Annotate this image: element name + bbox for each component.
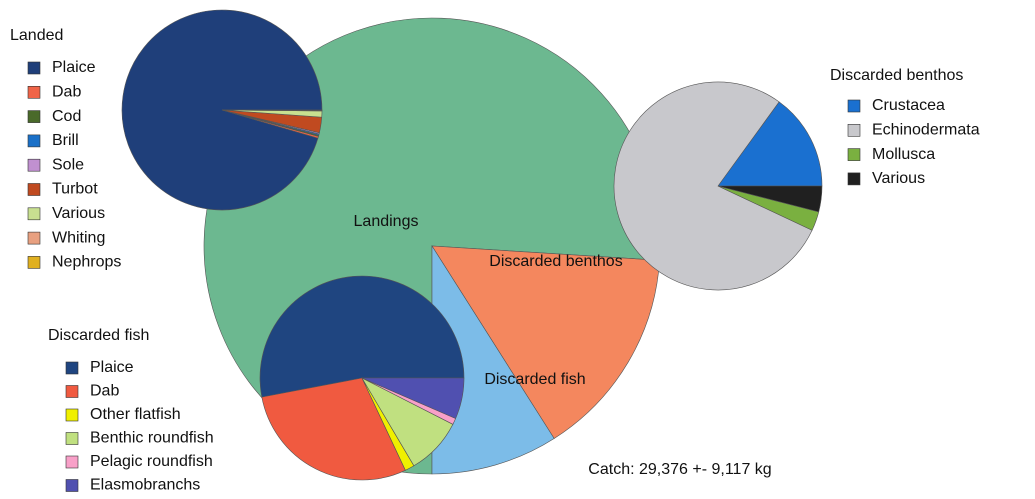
pie-slice — [717, 101, 823, 187]
legend-swatch — [65, 432, 79, 445]
legend-swatch — [65, 455, 79, 469]
slice-label: Discarded fish — [484, 371, 585, 388]
annotation: Catch: 29,376 +- 9,117 kg — [588, 461, 771, 478]
legend-swatch — [65, 479, 79, 492]
legend-label: Plaice — [52, 59, 96, 76]
legend-label: Echinodermata — [872, 122, 980, 139]
legend-label: Mollusca — [872, 146, 935, 163]
legend-label: Cod — [52, 108, 81, 125]
legend-label: Various — [52, 205, 105, 222]
slice-label: Landings — [354, 213, 419, 230]
legend-label: Plaice — [90, 359, 134, 376]
pie-slice — [361, 377, 465, 419]
legend-label: Elasmobranchs — [90, 477, 200, 494]
legend-swatch — [65, 385, 79, 398]
legend-swatch — [65, 408, 79, 422]
pie-slice — [259, 275, 465, 398]
pie-slice — [431, 244, 555, 475]
legend-label: Other flatfish — [90, 406, 181, 423]
legend-label: Brill — [52, 132, 79, 149]
legend-swatch — [27, 256, 41, 269]
legend-label: Benthic roundfish — [90, 430, 214, 447]
pie-slice — [261, 377, 406, 481]
legend-title: Discarded benthos — [830, 67, 963, 84]
legend-label: Whiting — [52, 229, 105, 246]
legend-swatch — [27, 158, 41, 172]
legend-label: Various — [872, 170, 925, 187]
slice-label: Discarded benthos — [489, 253, 622, 270]
legend-label: Crustacea — [872, 97, 945, 114]
legend-swatch — [847, 99, 861, 113]
pie-slice — [613, 81, 813, 291]
legend-swatch — [27, 231, 41, 245]
legend-label: Dab — [52, 84, 81, 101]
pie-slice — [431, 245, 660, 439]
legend-swatch — [847, 124, 861, 137]
legend-swatch — [27, 61, 41, 75]
legend-swatch — [27, 183, 41, 196]
legend-label: Sole — [52, 156, 84, 173]
legend-swatch — [27, 134, 41, 148]
legend-label: Dab — [90, 383, 119, 400]
legend-title: Landed — [10, 27, 63, 44]
legend-label: Pelagic roundfish — [90, 453, 213, 470]
legend-label: Turbot — [52, 181, 98, 198]
legend-swatch — [847, 172, 861, 186]
legend-label: Nephrops — [52, 254, 121, 271]
legend-title: Discarded fish — [48, 327, 149, 344]
pie-slice — [717, 185, 823, 213]
legend-swatch — [27, 207, 41, 221]
legend-swatch — [847, 148, 861, 161]
legend-swatch — [27, 110, 41, 123]
legend-swatch — [65, 361, 79, 375]
legend-swatch — [27, 86, 41, 99]
